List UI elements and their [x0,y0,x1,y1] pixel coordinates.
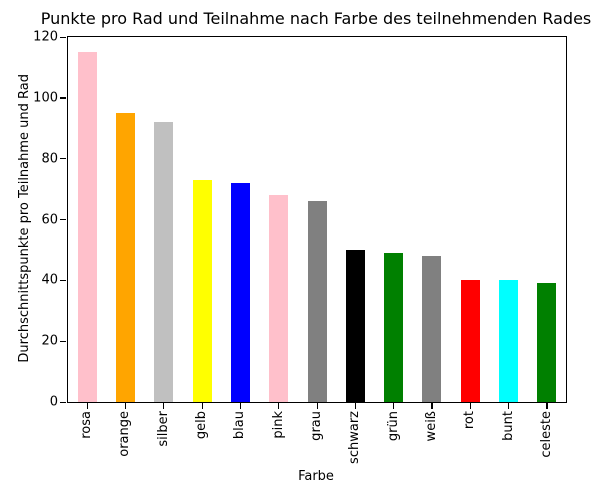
y-tick-mark [60,219,66,221]
bar-schwarz [345,249,365,402]
x-tick-label-weiß: weiß [423,411,439,442]
bar-weiß [422,256,442,402]
bar-gelb [192,179,212,402]
x-tick-mark [239,403,242,409]
x-tick-label-rot: rot [462,411,478,430]
x-tick-label-grau: grau [309,411,324,441]
x-tick-mark [163,403,165,409]
bar-grün [384,252,404,402]
x-tick-mark [86,403,88,409]
x-axis-label: Farbe [298,469,334,484]
x-tick-mark [431,403,433,409]
x-tick-label-blau: blau [232,411,248,440]
y-tick-mark [60,279,66,282]
x-tick-mark [124,403,127,409]
y-tick-mark [60,340,66,342]
x-tick-label-grün: grün [385,411,401,442]
plot-area: 0 20 40 60 80 100 120 rosa orange silber gelb blau p… [33,30,567,464]
x-tick-label-silber: silber [155,411,171,447]
bar-orange [115,113,135,402]
y-tick-mark [60,36,66,38]
bar-celeste [537,283,557,402]
x-tick-mark [546,403,548,409]
x-tick-label-gelb: gelb [194,411,210,440]
x-tick-label-rosa: rosa [79,411,95,439]
bar-grau [307,201,327,402]
y-tick-label: 80 [41,151,58,167]
x-tick-label-pink: pink [270,411,286,439]
x-tick-mark [316,403,318,409]
y-tick-label: 120 [33,29,58,45]
x-tick-label-celeste: celeste [538,411,554,458]
y-tick-mark [60,158,66,160]
y-tick-label: 60 [41,212,58,227]
x-tick-mark [278,403,280,409]
x-tick-mark [201,403,203,409]
bar-bunt [499,280,519,402]
x-tick-label-schwarz: schwarz [347,411,363,464]
x-tick-mark [508,403,510,409]
chart-title: Punkte pro Rad und Teilnahme nach Farbe … [40,9,592,28]
bar-pink [269,195,289,402]
x-tick-label-orange: orange [117,411,133,457]
y-tick-mark [60,401,66,403]
x-tick-mark [469,403,471,409]
y-axis-label: Durchschnittspunkte pro Teilnahme und Ra… [16,74,32,363]
bar-silber [154,122,174,402]
y-tick-mark [60,97,66,99]
y-axis-label-box: Durchschnittspunkte pro Teilnahme und Ra… [14,36,34,401]
y-tick-label: 40 [41,272,58,288]
x-tick-label-bunt: bunt [500,411,516,441]
y-tick-label: 20 [41,333,58,349]
y-tick-label: 100 [33,90,58,106]
x-tick-mark [393,403,395,409]
bar-rot [460,280,480,402]
bar-rosa [77,52,97,402]
x-tick-mark [354,403,356,409]
bar-blau [230,183,250,402]
y-tick-label: 0 [49,394,58,410]
